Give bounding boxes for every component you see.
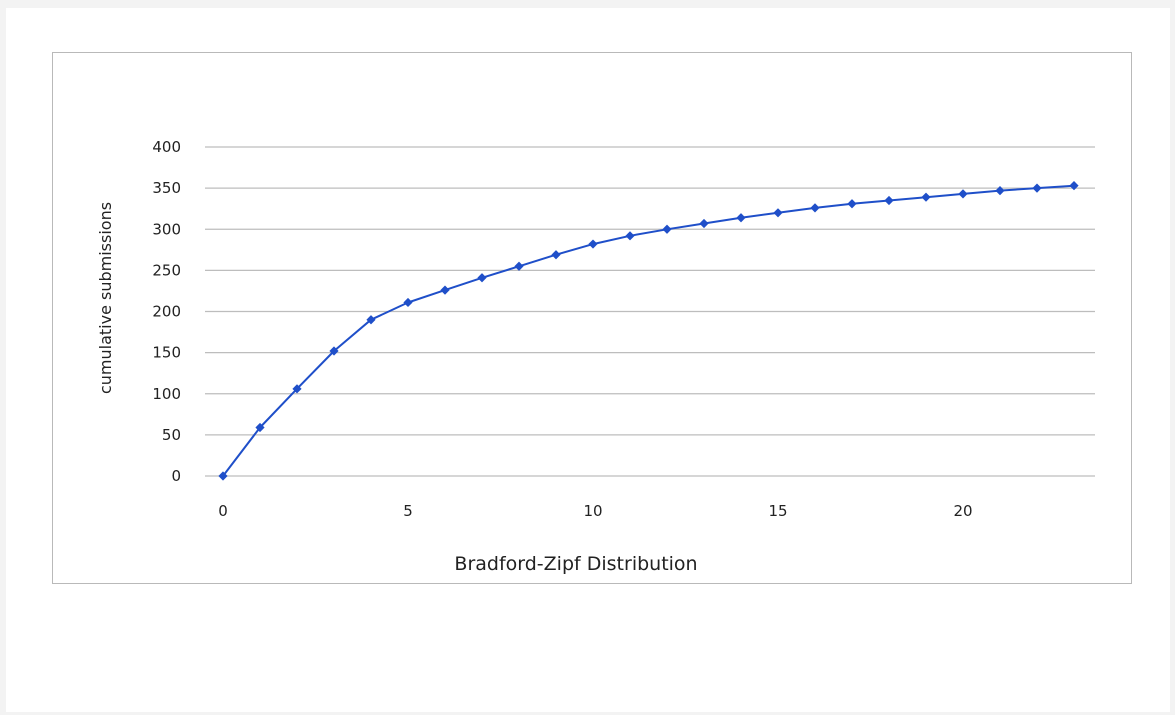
data-point [847,199,857,209]
data-point [1032,183,1042,193]
x-axis-ticks: 0 5 10 15 20 [218,502,972,520]
data-point [514,261,524,271]
x-tick-label: 20 [953,502,972,520]
data-point [773,208,783,218]
y-tick-label: 100 [152,385,181,403]
y-tick-label: 0 [171,467,181,485]
gridlines [205,146,1095,477]
data-point [366,315,376,325]
data-point [625,231,635,241]
data-point [662,224,672,234]
data-point [1069,181,1079,191]
series-layer [218,181,1079,481]
data-point [440,285,450,295]
data-point [292,384,302,394]
y-tick-label: 200 [152,303,181,321]
data-point [995,185,1005,196]
data-point [218,471,228,481]
y-axis-title: cumulative submissions [96,202,115,394]
x-tick-label: 5 [403,502,413,520]
y-tick-label: 250 [152,261,181,279]
chart-frame [52,52,1132,584]
data-point [884,195,894,206]
x-axis-title: Bradford-Zipf Distribution [454,553,697,575]
y-axis-ticks: 0 50 100 150 200 250 300 350 400 [152,138,181,485]
y-tick-label: 350 [152,179,181,197]
data-point [958,189,968,199]
data-point [921,192,931,202]
y-tick-label: 300 [152,220,181,238]
data-point [699,218,709,229]
x-tick-label: 15 [768,502,787,520]
x-tick-label: 10 [583,502,602,520]
series-line [222,184,1075,477]
data-point [329,346,339,356]
y-tick-label: 50 [162,426,181,444]
data-point [551,250,561,260]
data-point [736,213,746,223]
data-point [403,297,413,308]
data-point [477,273,487,283]
y-tick-label: 150 [152,344,181,362]
data-point [255,422,265,433]
data-point [588,239,598,249]
y-tick-label: 400 [152,138,181,156]
data-point [810,203,820,213]
x-tick-label: 0 [218,502,228,520]
